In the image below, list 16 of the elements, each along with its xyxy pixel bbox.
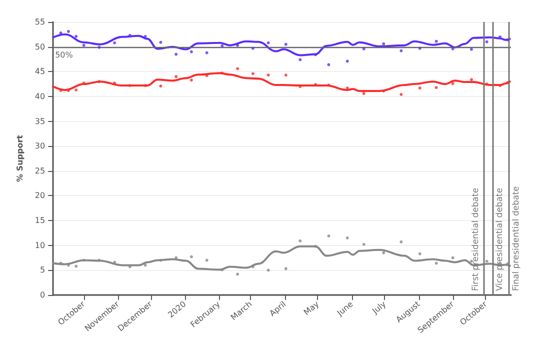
x-tick-label: May	[302, 299, 321, 318]
ref-line-label: Final presidential debate	[511, 186, 522, 291]
y-tick-label: 50	[34, 42, 46, 52]
y-tick-label: 55	[34, 18, 46, 26]
y-tick-label: 25	[34, 166, 46, 176]
y-tick-label: 40	[34, 92, 46, 101]
y-tick-label: 0	[40, 290, 46, 300]
y-tick-label: 15	[34, 216, 46, 226]
y-tick-label: 10	[34, 240, 46, 250]
y-tick-label: 35	[34, 116, 46, 126]
y-tick-label: 5	[40, 266, 46, 275]
ref-line-label: 50%	[55, 50, 74, 60]
y-tick-label: 45	[34, 67, 46, 76]
y-axis-title: % Support	[16, 134, 24, 182]
y-tick-label: 30	[34, 142, 46, 151]
y-tick-label: 20	[34, 191, 46, 200]
